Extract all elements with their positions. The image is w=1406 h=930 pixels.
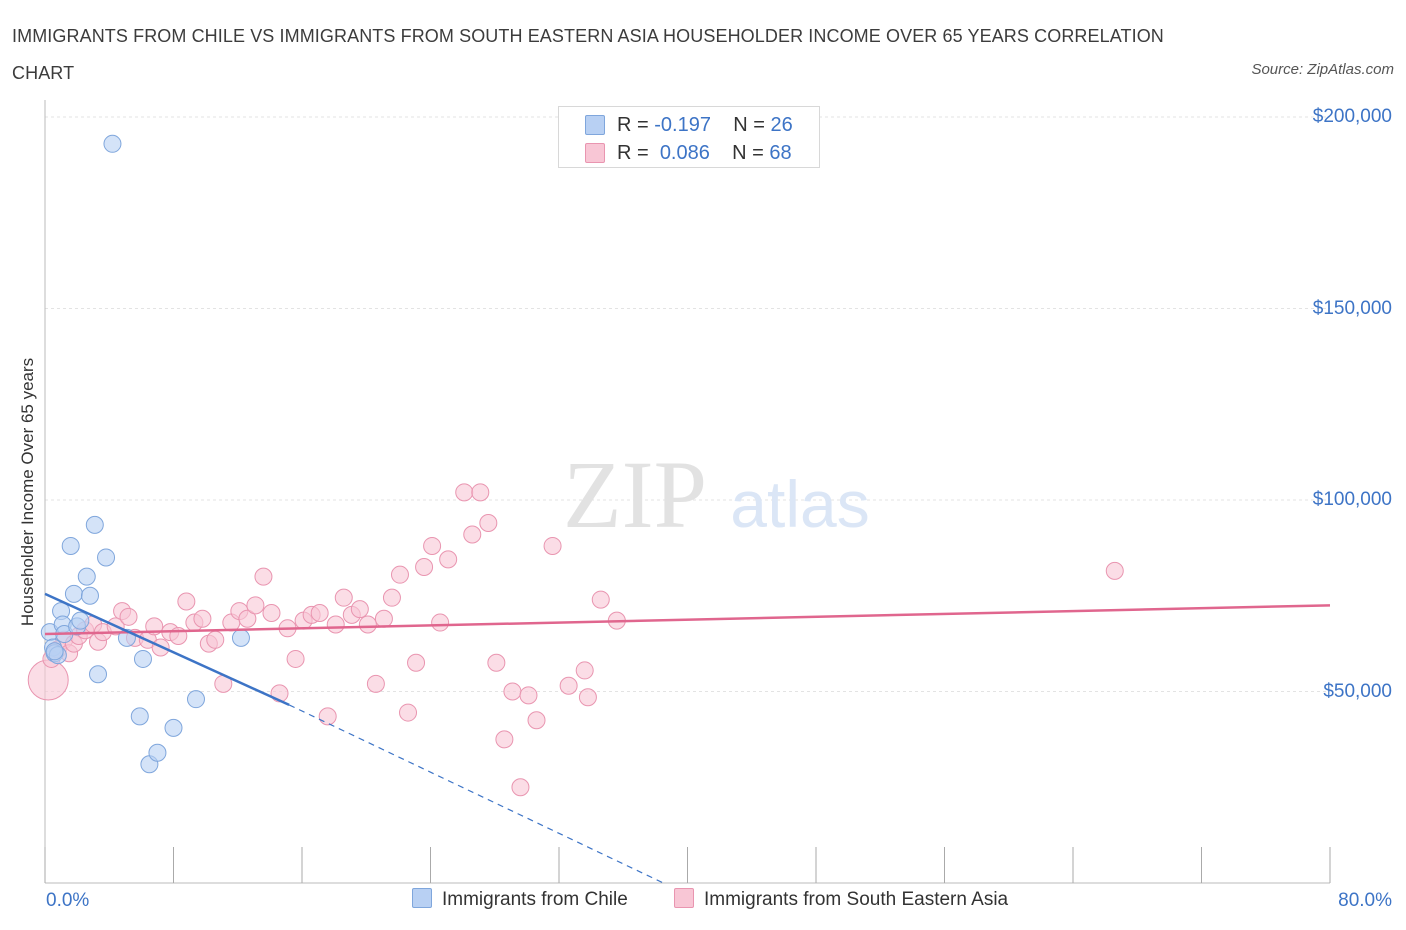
axes [44, 100, 1331, 884]
r-value-sea: 0.086 [659, 142, 710, 164]
data-point [103, 134, 122, 153]
data-point [326, 615, 345, 634]
trend-line-sea [44, 604, 1331, 636]
n-label: N = [733, 114, 771, 136]
data-point [382, 588, 401, 607]
data-point [358, 615, 377, 634]
data-point [71, 611, 90, 630]
data-point [487, 653, 506, 672]
data-point [455, 483, 474, 502]
data-point [503, 682, 522, 701]
data-point [262, 603, 281, 622]
data-point [511, 778, 530, 797]
data-point [423, 536, 442, 555]
data-point [85, 515, 104, 534]
legend-item-sea: Immigrants from South Eastern Asia [674, 888, 1008, 911]
n-value-sea: 68 [769, 142, 792, 164]
data-point [334, 588, 353, 607]
data-point [133, 649, 152, 668]
legend-swatch-sea [674, 888, 694, 908]
data-point [193, 609, 212, 628]
data-point [439, 550, 458, 569]
y-tick-label: $50,000 [1323, 680, 1392, 702]
data-point [471, 483, 490, 502]
data-point [479, 513, 498, 532]
data-point [64, 584, 83, 603]
legend-label-chile: Immigrants from Chile [442, 889, 628, 910]
data-point [495, 730, 514, 749]
data-point [45, 642, 64, 661]
data-point [97, 548, 116, 567]
trend-line-chile-extrapolated [288, 704, 664, 884]
data-point [527, 711, 546, 730]
correlation-legend: R = -0.197 N = 26 R = 0.086 N = 68 [558, 106, 820, 168]
data-point [231, 628, 250, 647]
data-point [80, 586, 99, 605]
series-south-eastern-asia [27, 483, 1124, 797]
data-point [575, 661, 594, 680]
data-point [164, 718, 183, 737]
y-tick-label: $100,000 [1312, 489, 1392, 510]
source-label: Source: ZipAtlas.com [1251, 61, 1394, 78]
y-tick-label: $150,000 [1312, 297, 1392, 319]
r-label: R = [617, 114, 655, 136]
data-point [77, 567, 96, 586]
trend-lines [44, 592, 1331, 884]
data-point [1105, 561, 1124, 580]
data-point [463, 525, 482, 544]
data-point [246, 596, 265, 615]
r-value-chile: -0.197 [654, 114, 711, 136]
data-point [543, 536, 562, 555]
data-point [407, 653, 426, 672]
x-tick-max: 80.0% [1338, 890, 1392, 911]
n-value-chile: 26 [770, 114, 793, 136]
watermark-atlas: atlas [730, 467, 869, 541]
data-point [89, 665, 108, 684]
legend-swatch-chile [412, 888, 432, 908]
data-point [390, 565, 409, 584]
data-point [186, 690, 205, 709]
legend-item-chile: Immigrants from Chile [412, 888, 628, 911]
data-point [374, 609, 393, 628]
data-point [366, 674, 385, 693]
data-point [130, 707, 149, 726]
data-point [578, 688, 597, 707]
watermark-zip: ZIP [563, 441, 707, 548]
n-label: N = [732, 142, 770, 164]
data-point [254, 567, 273, 586]
trend-line-chile [44, 592, 290, 707]
legend-swatch-sea [585, 143, 605, 163]
legend-label-sea: Immigrants from South Eastern Asia [704, 889, 1009, 910]
r-label: R = [617, 142, 655, 164]
data-point [238, 609, 257, 628]
series-chile [40, 134, 250, 774]
y-tick-label: $200,000 [1312, 106, 1392, 127]
data-point [519, 686, 538, 705]
data-point [350, 600, 369, 619]
data-point [399, 703, 418, 722]
data-point [415, 558, 434, 577]
data-point [119, 607, 138, 626]
watermark: ZIP atlas [563, 441, 870, 548]
data-point [206, 630, 225, 649]
data-point [310, 603, 329, 622]
legend-swatch-chile [585, 115, 605, 135]
chart-title: IMMIGRANTS FROM CHILE VS IMMIGRANTS FROM… [12, 26, 1164, 83]
data-point [61, 536, 80, 555]
data-point [591, 590, 610, 609]
data-point [559, 676, 578, 695]
data-point [318, 707, 337, 726]
data-point [177, 592, 196, 611]
data-point [286, 649, 305, 668]
data-point [148, 743, 167, 762]
data-point [431, 613, 450, 632]
x-tick-min: 0.0% [46, 890, 90, 911]
